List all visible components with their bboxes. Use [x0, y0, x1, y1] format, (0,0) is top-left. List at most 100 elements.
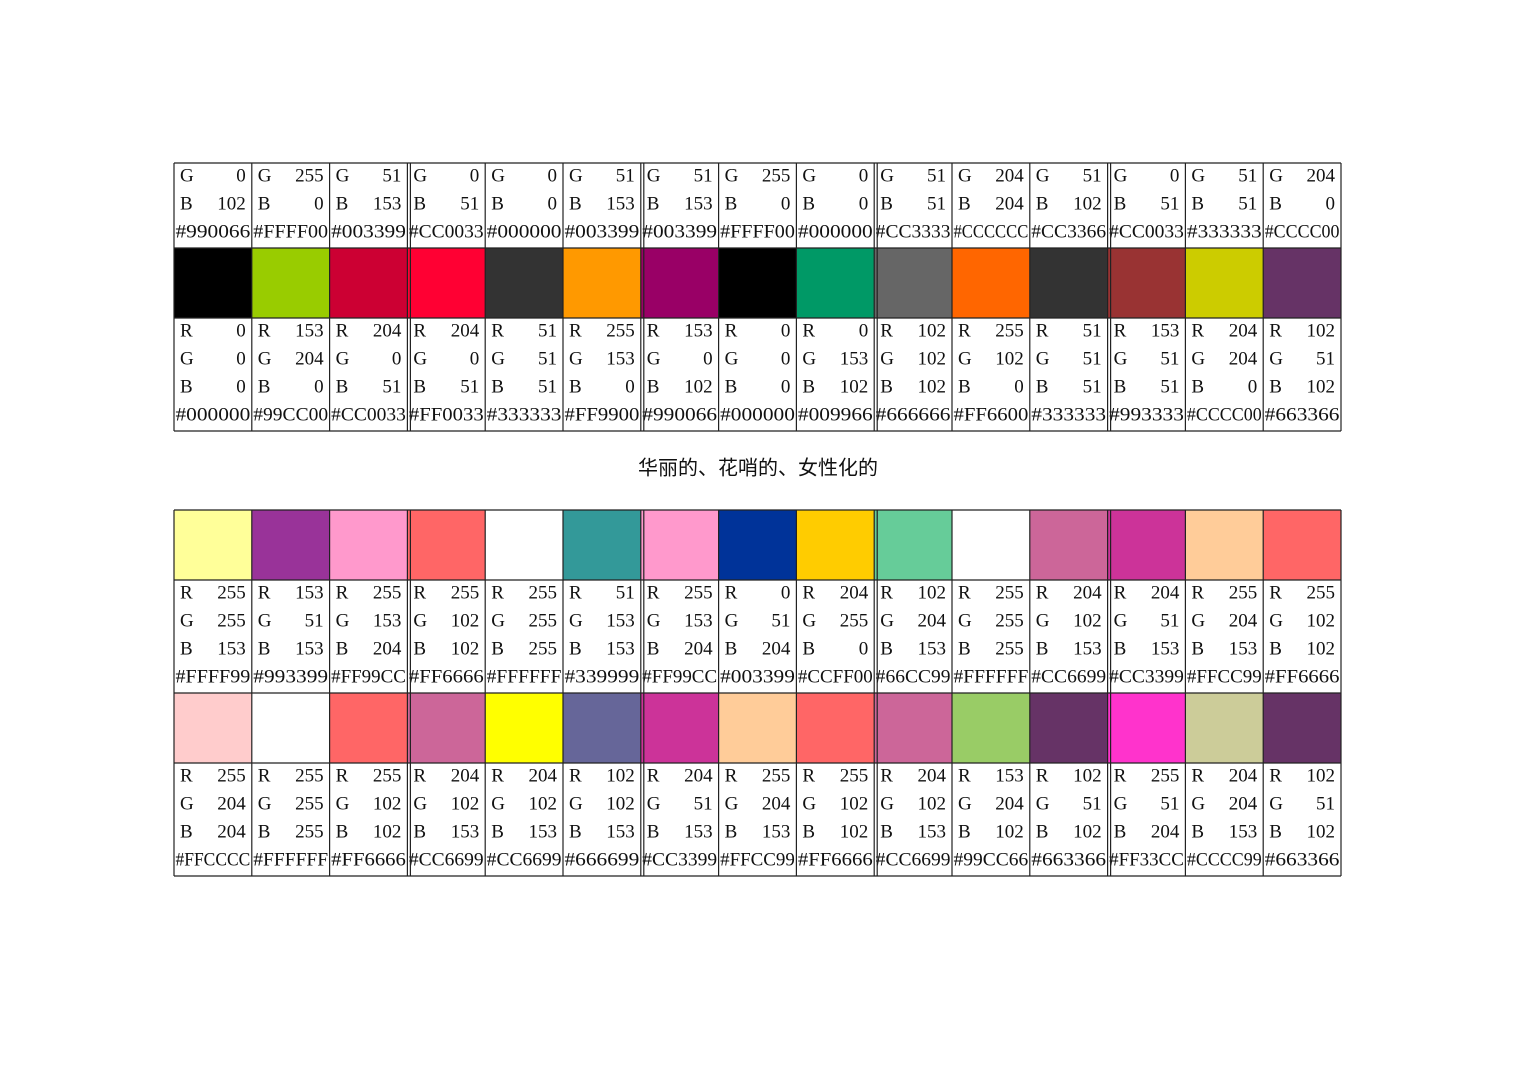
channel-letter: G [1036, 793, 1050, 814]
channel-letter: R [1036, 582, 1049, 603]
channel-value: 153 [373, 193, 402, 214]
channel-letter: R [180, 582, 193, 603]
channel-letter: B [1191, 376, 1204, 397]
channel-letter: B [180, 376, 193, 397]
channel-letter: G [1036, 610, 1050, 631]
channel-letter: B [802, 638, 815, 659]
color-swatch [329, 693, 408, 763]
color-swatch [485, 693, 563, 763]
channel-value: 102 [918, 320, 947, 341]
channel-letter: G [1114, 793, 1128, 814]
channel-value: 153 [606, 638, 635, 659]
channel-letter: B [336, 376, 349, 397]
channel-value: 204 [451, 765, 480, 786]
channel-letter: G [180, 165, 194, 186]
channel-value: 255 [995, 320, 1024, 341]
hex-code: #FF9900 [565, 404, 640, 425]
channel-letter: G [413, 165, 427, 186]
channel-letter: G [569, 793, 583, 814]
hex-code: #FF99CC [642, 666, 717, 687]
hex-code: #FF6666 [409, 666, 484, 687]
channel-letter: B [1114, 638, 1127, 659]
channel-letter: B [1036, 193, 1049, 214]
channel-value: 255 [217, 582, 246, 603]
color-swatch [796, 248, 875, 318]
channel-letter: B [491, 376, 504, 397]
channel-letter: G [180, 348, 194, 369]
hex-code: #FFFF00 [720, 221, 795, 242]
channel-value: 0 [781, 193, 791, 214]
channel-letter: B [258, 638, 271, 659]
hex-code: #666699 [565, 849, 640, 870]
channel-value: 0 [1326, 193, 1336, 214]
channel-value: 204 [684, 765, 713, 786]
channel-value: 153 [295, 320, 324, 341]
channel-letter: R [491, 582, 504, 603]
channel-letter: G [802, 165, 816, 186]
hex-code: #CC0033 [1109, 221, 1184, 242]
channel-value: 51 [305, 610, 324, 631]
channel-letter: G [336, 348, 350, 369]
hex-code: #FFCCCC [176, 849, 251, 870]
channel-letter: R [802, 320, 815, 341]
color-swatch [563, 693, 641, 763]
hex-code: #CC3399 [1109, 666, 1184, 687]
channel-letter: B [569, 638, 582, 659]
color-swatch [1263, 693, 1341, 763]
hex-code: #333333 [487, 404, 562, 425]
channel-letter: R [880, 320, 893, 341]
channel-value: 102 [1307, 638, 1336, 659]
channel-letter: B [1191, 193, 1204, 214]
color-swatch [952, 248, 1030, 318]
color-swatch [563, 510, 641, 580]
channel-letter: G [413, 610, 427, 631]
channel-letter: B [569, 193, 582, 214]
channel-letter: B [647, 376, 660, 397]
color-swatch [640, 510, 719, 580]
channel-value: 0 [859, 165, 869, 186]
hex-code: #CCCCCC [954, 221, 1029, 242]
hex-code: #003399 [642, 221, 717, 242]
channel-letter: R [725, 320, 738, 341]
channel-value: 51 [382, 376, 401, 397]
color-swatch [718, 510, 797, 580]
hex-code: #CC3333 [876, 221, 951, 242]
channel-letter: B [647, 821, 660, 842]
channel-value: 153 [373, 610, 402, 631]
channel-letter: G [569, 165, 583, 186]
channel-letter: G [647, 348, 661, 369]
channel-letter: B [1269, 193, 1282, 214]
channel-letter: G [725, 165, 739, 186]
channel-value: 51 [694, 165, 713, 186]
color-swatch [718, 248, 797, 318]
channel-letter: R [647, 765, 660, 786]
channel-value: 102 [373, 793, 402, 814]
channel-value: 102 [684, 376, 713, 397]
channel-value: 204 [840, 582, 869, 603]
channel-value: 204 [1073, 582, 1102, 603]
hex-code: #FF99CC [331, 666, 406, 687]
channel-letter: G [336, 165, 350, 186]
channel-value: 102 [1073, 821, 1102, 842]
channel-value: 51 [1160, 793, 1179, 814]
channel-value: 0 [236, 348, 246, 369]
channel-value: 51 [616, 582, 635, 603]
color-swatch [952, 693, 1030, 763]
channel-letter: B [725, 821, 738, 842]
channel-letter: G [1191, 793, 1205, 814]
hex-code: #000000 [176, 404, 251, 425]
channel-value: 51 [1083, 320, 1102, 341]
channel-letter: G [258, 348, 272, 369]
color-swatch [407, 510, 486, 580]
channel-value: 255 [995, 582, 1024, 603]
hex-code: #CC3366 [1031, 221, 1106, 242]
color-swatch [329, 510, 408, 580]
channel-value: 204 [762, 638, 791, 659]
channel-value: 204 [995, 793, 1024, 814]
channel-value: 51 [927, 165, 946, 186]
color-swatch [796, 693, 875, 763]
channel-value: 255 [606, 320, 635, 341]
channel-value: 51 [460, 193, 479, 214]
channel-value: 153 [451, 821, 480, 842]
color-swatch [1185, 693, 1264, 763]
